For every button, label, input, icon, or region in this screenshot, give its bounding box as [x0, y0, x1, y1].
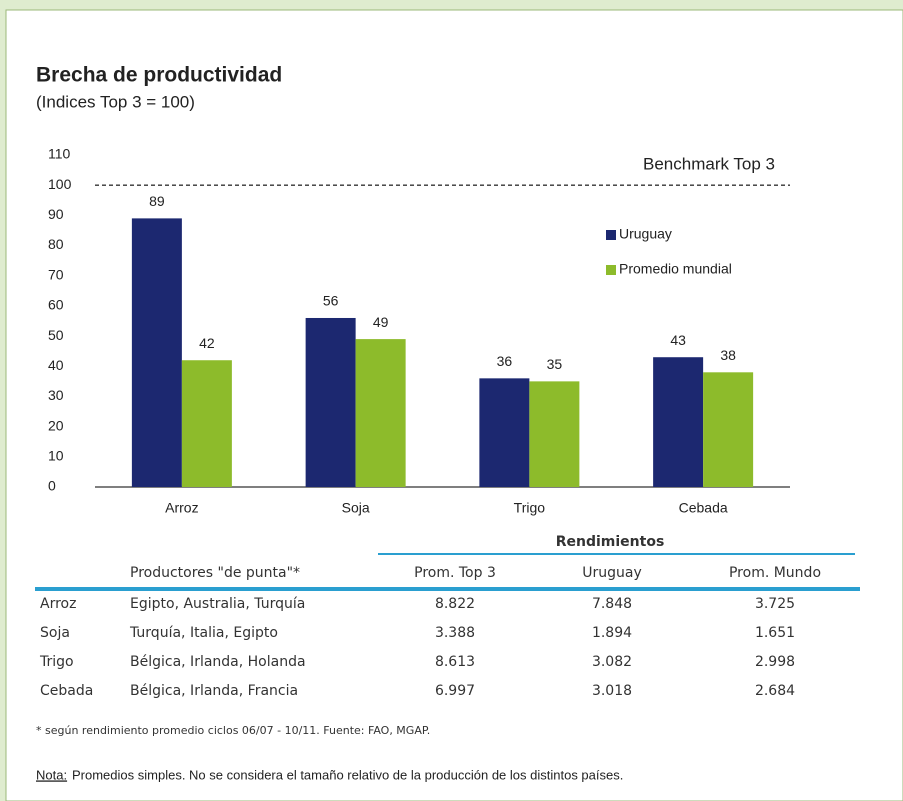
- table-cell: 8.822: [435, 596, 475, 612]
- table-cell: Soja: [40, 625, 70, 641]
- column-header: Prom. Mundo: [729, 565, 821, 581]
- y-tick-label: 0: [48, 478, 56, 494]
- legend-label: Uruguay: [619, 226, 672, 242]
- table-cell: 7.848: [592, 596, 632, 612]
- table-cell: 2.998: [755, 654, 795, 670]
- column-header: Uruguay: [582, 565, 642, 581]
- x-tick-label: Soja: [342, 500, 370, 516]
- data-label: 38: [720, 347, 736, 363]
- table-cell: 2.684: [755, 683, 795, 699]
- y-tick-label: 10: [48, 448, 64, 464]
- table-cell: Egipto, Australia, Turquía: [130, 596, 305, 612]
- note-label: Nota:: [36, 767, 67, 782]
- table-cell: 3.082: [592, 654, 632, 670]
- table-cell: Trigo: [39, 654, 74, 670]
- y-tick-label: 70: [48, 266, 64, 282]
- y-tick-label: 30: [48, 387, 64, 403]
- bar: [653, 357, 704, 487]
- data-label: 35: [547, 356, 563, 372]
- table-cell: Cebada: [40, 683, 93, 699]
- y-tick-label: 50: [48, 327, 64, 343]
- table-cell: Turquía, Italia, Egipto: [129, 625, 278, 641]
- data-label: 56: [323, 293, 339, 309]
- bar: [479, 378, 530, 487]
- table-cell: 1.894: [592, 625, 632, 641]
- chart-title: Brecha de productividad: [36, 64, 282, 87]
- x-tick-label: Cebada: [679, 500, 728, 516]
- data-label: 42: [199, 335, 215, 351]
- legend-label: Promedio mundial: [619, 261, 732, 277]
- bar: [355, 339, 406, 487]
- column-header: Prom. Top 3: [414, 565, 496, 581]
- bar: [529, 381, 580, 487]
- table-cell: 8.613: [435, 654, 475, 670]
- y-tick-label: 20: [48, 417, 64, 433]
- table-cell: Arroz: [40, 596, 76, 612]
- table-cell: 3.725: [755, 596, 795, 612]
- benchmark-label: Benchmark Top 3: [643, 154, 775, 173]
- bar: [131, 218, 182, 487]
- table-cell: Bélgica, Irlanda, Holanda: [130, 654, 306, 670]
- table-cell: 1.651: [755, 625, 795, 641]
- table-cell: 3.018: [592, 683, 632, 699]
- x-tick-label: Trigo: [514, 500, 546, 516]
- table-cell: 3.388: [435, 625, 475, 641]
- x-tick-label: Arroz: [165, 500, 198, 516]
- y-tick-label: 100: [48, 176, 72, 192]
- table-group-header: Rendimientos: [556, 534, 665, 550]
- bar: [181, 360, 232, 487]
- chart-subtitle: (Indices Top 3 = 100): [36, 92, 195, 111]
- data-label: 36: [497, 353, 513, 369]
- column-header: Productores "de punta"*: [130, 565, 300, 581]
- data-label: 43: [670, 332, 686, 348]
- y-tick-label: 110: [48, 146, 71, 162]
- footnote: * según rendimiento promedio ciclos 06/0…: [36, 724, 430, 737]
- data-label: 49: [373, 314, 389, 330]
- y-tick-label: 40: [48, 357, 64, 373]
- bar: [703, 372, 754, 487]
- y-tick-label: 60: [48, 297, 64, 313]
- y-tick-label: 90: [48, 206, 64, 222]
- legend-swatch: [606, 265, 616, 275]
- table-cell: Bélgica, Irlanda, Francia: [130, 683, 298, 699]
- data-label: 89: [149, 193, 165, 209]
- legend-swatch: [606, 230, 616, 240]
- note-text: Promedios simples. No se considera el ta…: [72, 767, 623, 782]
- y-tick-label: 80: [48, 236, 64, 252]
- bar: [305, 317, 356, 487]
- table-cell: 6.997: [435, 683, 475, 699]
